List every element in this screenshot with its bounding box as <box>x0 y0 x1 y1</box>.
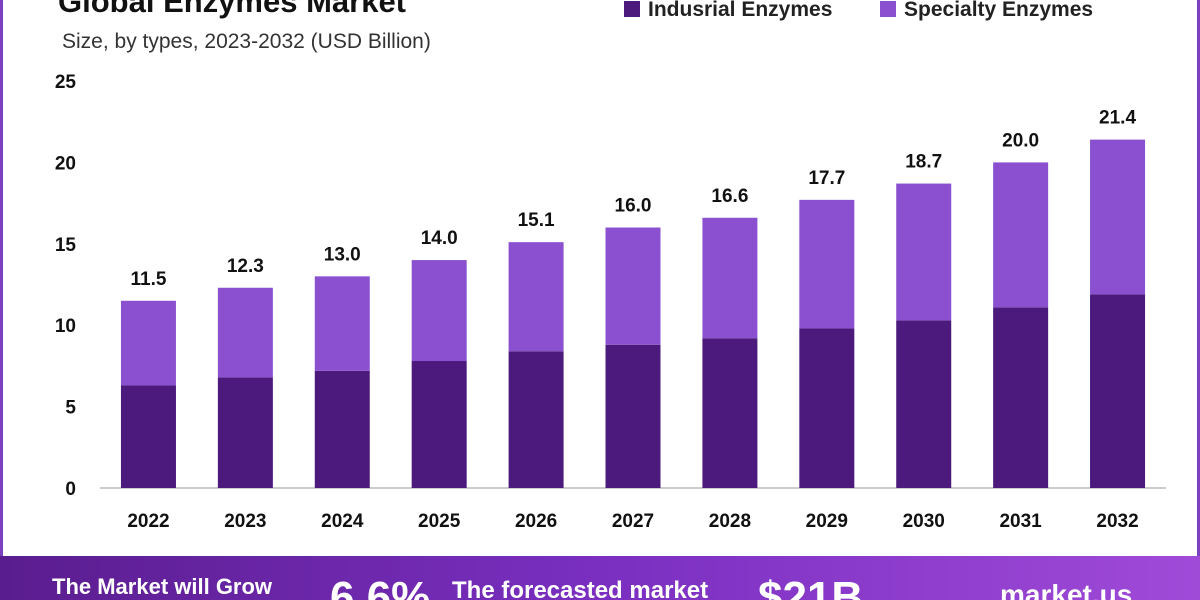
chart-subtitle: Size, by types, 2023-2032 (USD Billion) <box>62 30 431 53</box>
bar-segment <box>1090 139 1146 295</box>
bar-segment <box>993 307 1049 488</box>
bar-segment <box>217 377 273 488</box>
legend-swatch <box>880 1 896 17</box>
x-tick-label: 2029 <box>806 511 848 532</box>
total-label: 21.4 <box>1099 108 1136 129</box>
bar-segment <box>605 344 661 488</box>
banner-text: The Market will Grow <box>52 574 273 599</box>
total-label: 20.0 <box>1002 130 1039 151</box>
total-label: 11.5 <box>130 269 166 290</box>
x-tick-label: 2022 <box>127 511 169 532</box>
bar-segment <box>896 183 952 321</box>
legend-swatch <box>624 1 640 17</box>
left-border <box>0 0 3 556</box>
bar-segment <box>314 276 370 371</box>
y-tick-label: 0 <box>65 479 76 500</box>
x-tick-label: 2023 <box>224 511 266 532</box>
bar-segment <box>314 370 370 488</box>
legend: Indusrial Enzymes Specialty Enzymes <box>624 0 1093 21</box>
x-tick-label: 2032 <box>1096 511 1138 532</box>
x-tick-label: 2031 <box>999 511 1042 532</box>
bar-segment <box>896 320 952 488</box>
total-label: 14.0 <box>421 228 458 249</box>
banner-amount: $21B <box>758 573 863 600</box>
total-label: 16.6 <box>711 186 748 207</box>
banner <box>0 556 1200 600</box>
x-tick-label: 2028 <box>709 511 751 532</box>
legend-label: Specialty Enzymes <box>904 0 1093 21</box>
x-tick-label: 2025 <box>418 511 461 532</box>
banner-rate: 6.6% <box>330 573 430 600</box>
x-tick-label: 2030 <box>903 511 945 532</box>
chart-title: Global Enzymes Market <box>58 0 406 19</box>
bar-segment <box>799 328 855 488</box>
total-label: 12.3 <box>227 256 264 277</box>
bar-segment <box>702 338 758 488</box>
right-border <box>1197 0 1200 556</box>
bar-segment <box>1090 294 1146 488</box>
total-label: 17.7 <box>808 168 845 189</box>
y-tick-label: 15 <box>55 235 77 256</box>
y-tick-label: 10 <box>55 316 76 337</box>
legend-label: Indusrial Enzymes <box>648 0 832 21</box>
y-tick-label: 25 <box>55 72 77 93</box>
banner-brand: market.us <box>1000 579 1132 600</box>
bar-segment <box>120 300 176 386</box>
bar-segment <box>411 260 467 362</box>
y-tick-label: 20 <box>55 153 76 174</box>
total-label: 15.1 <box>518 210 555 231</box>
x-tick-label: 2027 <box>612 511 654 532</box>
bar-segment <box>702 217 758 339</box>
bar-segment <box>993 162 1049 308</box>
total-label: 16.0 <box>615 196 652 217</box>
bar-segment <box>799 199 855 329</box>
bar-segment <box>411 361 467 488</box>
bar-segment <box>605 227 661 345</box>
total-label: 18.7 <box>905 152 942 173</box>
bar-segment <box>217 287 273 378</box>
bar-segment <box>508 351 564 488</box>
banner-text: The forecasted market <box>452 577 708 600</box>
bar-segment <box>120 385 176 488</box>
y-tick-label: 5 <box>65 398 76 419</box>
total-label: 13.0 <box>324 244 361 265</box>
x-tick-label: 2024 <box>321 511 364 532</box>
bar-segment <box>508 242 564 352</box>
x-tick-label: 2026 <box>515 511 557 532</box>
